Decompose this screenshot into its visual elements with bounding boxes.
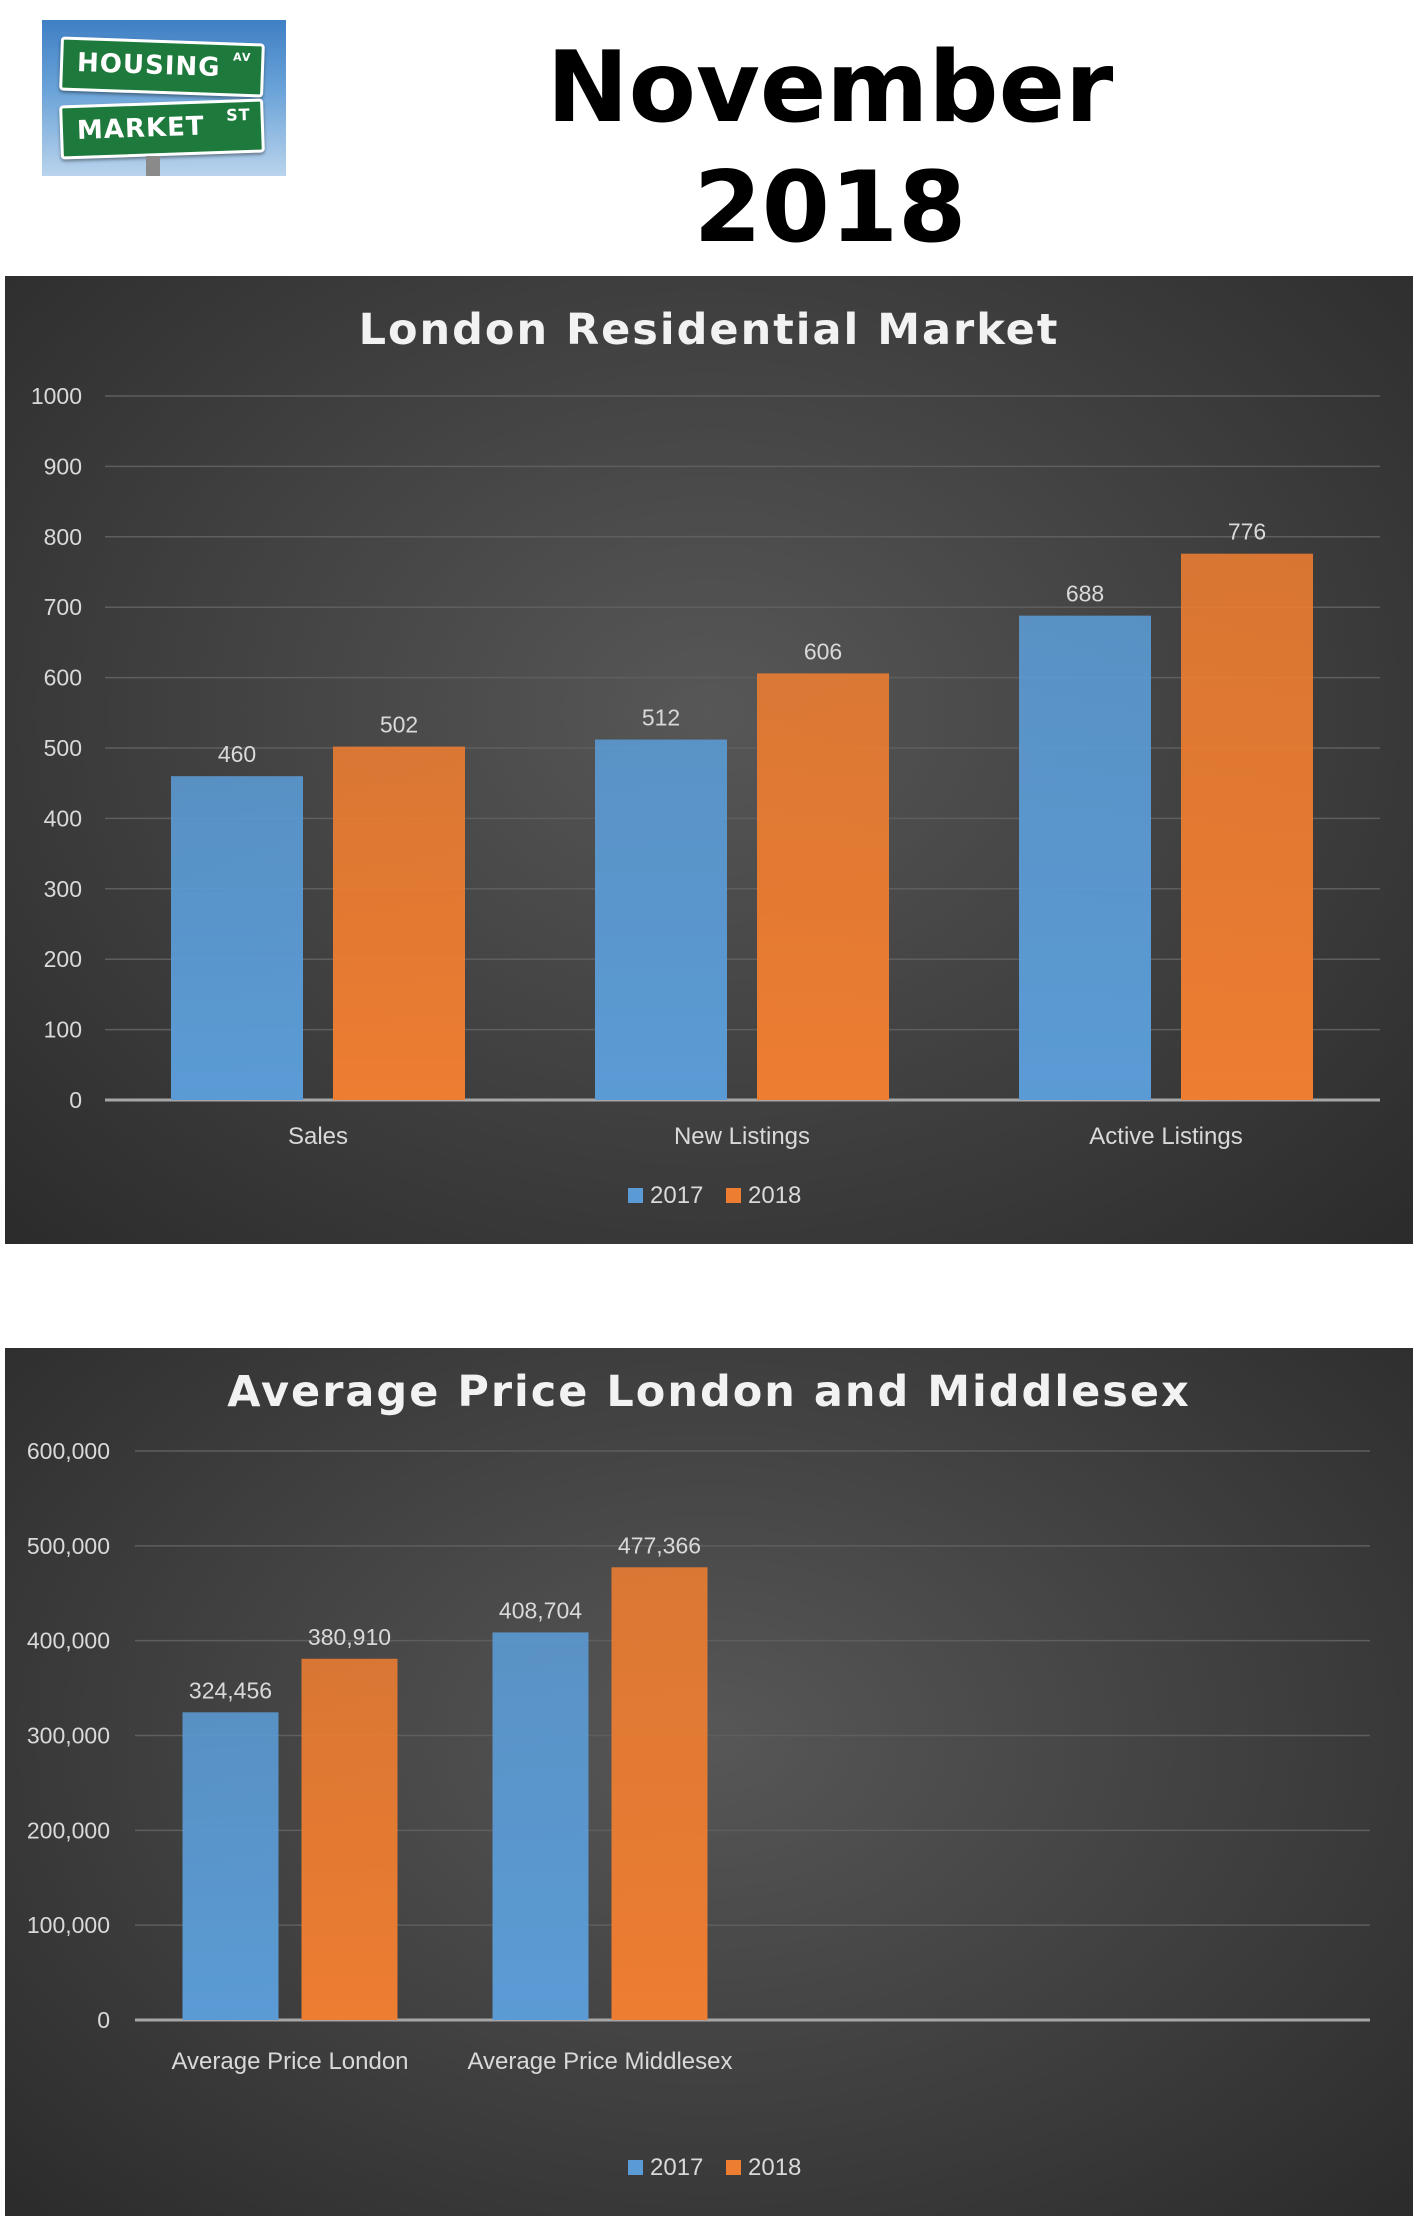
chart1-data-label-2017-2: 688 xyxy=(1066,581,1104,607)
chart1-y-tick-label: 1000 xyxy=(31,383,82,409)
chart2-y-tick-label: 300,000 xyxy=(27,1723,110,1749)
chart1-y-tick-label: 100 xyxy=(44,1017,82,1043)
chart1-y-tick-label: 400 xyxy=(44,805,82,831)
chart2-bar-2017-1 xyxy=(492,1632,589,2020)
chart1-bar-2017-0 xyxy=(171,776,303,1100)
chart1-bar-2017-1 xyxy=(595,739,727,1100)
chart1-data-label-2017-0: 460 xyxy=(218,741,256,767)
chart2-y-tick-label: 200,000 xyxy=(27,1817,110,1843)
chart1-y-tick-label: 300 xyxy=(44,876,82,902)
average-price-svg: Average Price London and Middlesex 0 100,0… xyxy=(27,1367,1370,2181)
chart1-y-tick-label: 700 xyxy=(44,594,82,620)
chart2-y-tick-label: 0 xyxy=(97,2007,110,2033)
chart1-title: London Residential Market xyxy=(359,305,1060,355)
chart1-legend-label-2017: 2017 xyxy=(650,1182,703,1209)
chart2-data-label-2018-1: 477,366 xyxy=(618,1532,701,1558)
chart1-y-tick-label: 500 xyxy=(44,735,82,761)
chart2-bar-2017-0 xyxy=(182,1712,279,2020)
london-residential-market-svg: London Residential Market 0 100 200 300 400 50… xyxy=(31,305,1380,1209)
logo-abbr-st: ST xyxy=(225,104,251,125)
logo-word-market: MARKET xyxy=(76,111,206,146)
sign-post xyxy=(146,156,160,176)
chart1-category-label: Active Listings xyxy=(1089,1123,1242,1150)
chart1-bar-2018-1 xyxy=(757,673,889,1100)
housing-market-logo: HOUSING AV MARKET ST xyxy=(42,20,286,176)
chart2-y-tick-label: 400,000 xyxy=(27,1628,110,1654)
chart2-bar-2018-0 xyxy=(301,1658,398,2020)
chart1-bar-2018-2 xyxy=(1181,553,1313,1100)
chart1-y-tick-label: 200 xyxy=(44,946,82,972)
page-title: November 2018 xyxy=(546,31,1114,265)
chart2-data-label-2017-1: 408,704 xyxy=(499,1597,582,1623)
chart2-legend-label-2017: 2017 xyxy=(650,2154,703,2181)
chart1-y-tick-label: 0 xyxy=(69,1087,82,1113)
chart1-data-label-2018-1: 606 xyxy=(804,638,842,664)
chart2-legend-swatch-2017 xyxy=(628,2160,643,2175)
chart2-category-label: Average Price London xyxy=(171,2048,408,2075)
chart2-y-tick-label: 100,000 xyxy=(27,1912,110,1938)
chart1-y-tick-label: 800 xyxy=(44,524,82,550)
chart1-y-tick-label: 900 xyxy=(44,453,82,479)
chart1-bar-2017-2 xyxy=(1019,615,1151,1100)
street-sign-market: MARKET ST xyxy=(59,98,265,160)
chart2-bar-2018-1 xyxy=(611,1567,708,2020)
chart2-y-tick-label: 600,000 xyxy=(27,1438,110,1464)
chart2-category-label: Average Price Middlesex xyxy=(467,2048,732,2075)
london-residential-market-chart: London Residential Market 0 100 200 300 400 50… xyxy=(5,276,1413,1244)
chart2-title: Average Price London and Middlesex xyxy=(227,1367,1190,1417)
chart1-y-tick-label: 600 xyxy=(44,665,82,691)
chart1-bar-2018-0 xyxy=(333,746,465,1100)
chart1-data-label-2017-1: 512 xyxy=(642,705,680,731)
chart1-legend-swatch-2017 xyxy=(628,1188,643,1203)
chart2-data-label-2018-0: 380,910 xyxy=(308,1624,391,1650)
chart1-data-label-2018-2: 776 xyxy=(1228,519,1266,545)
logo-abbr-av: AV xyxy=(232,50,252,65)
street-sign-housing: HOUSING AV xyxy=(59,36,265,98)
chart1-legend-label-2018: 2018 xyxy=(748,1182,801,1209)
chart1-legend-swatch-2018 xyxy=(726,1188,741,1203)
chart1-data-label-2018-0: 502 xyxy=(380,712,418,738)
chart2-legend-label-2018: 2018 xyxy=(748,2154,801,2181)
average-price-chart: Average Price London and Middlesex 0 100,0… xyxy=(5,1348,1413,2216)
logo-word-housing: HOUSING xyxy=(76,48,222,84)
chart1-category-label: Sales xyxy=(288,1123,348,1150)
chart2-legend-swatch-2018 xyxy=(726,2160,741,2175)
chart2-y-tick-label: 500,000 xyxy=(27,1533,110,1559)
chart1-category-label: New Listings xyxy=(674,1123,810,1150)
chart2-data-label-2017-0: 324,456 xyxy=(189,1677,272,1703)
